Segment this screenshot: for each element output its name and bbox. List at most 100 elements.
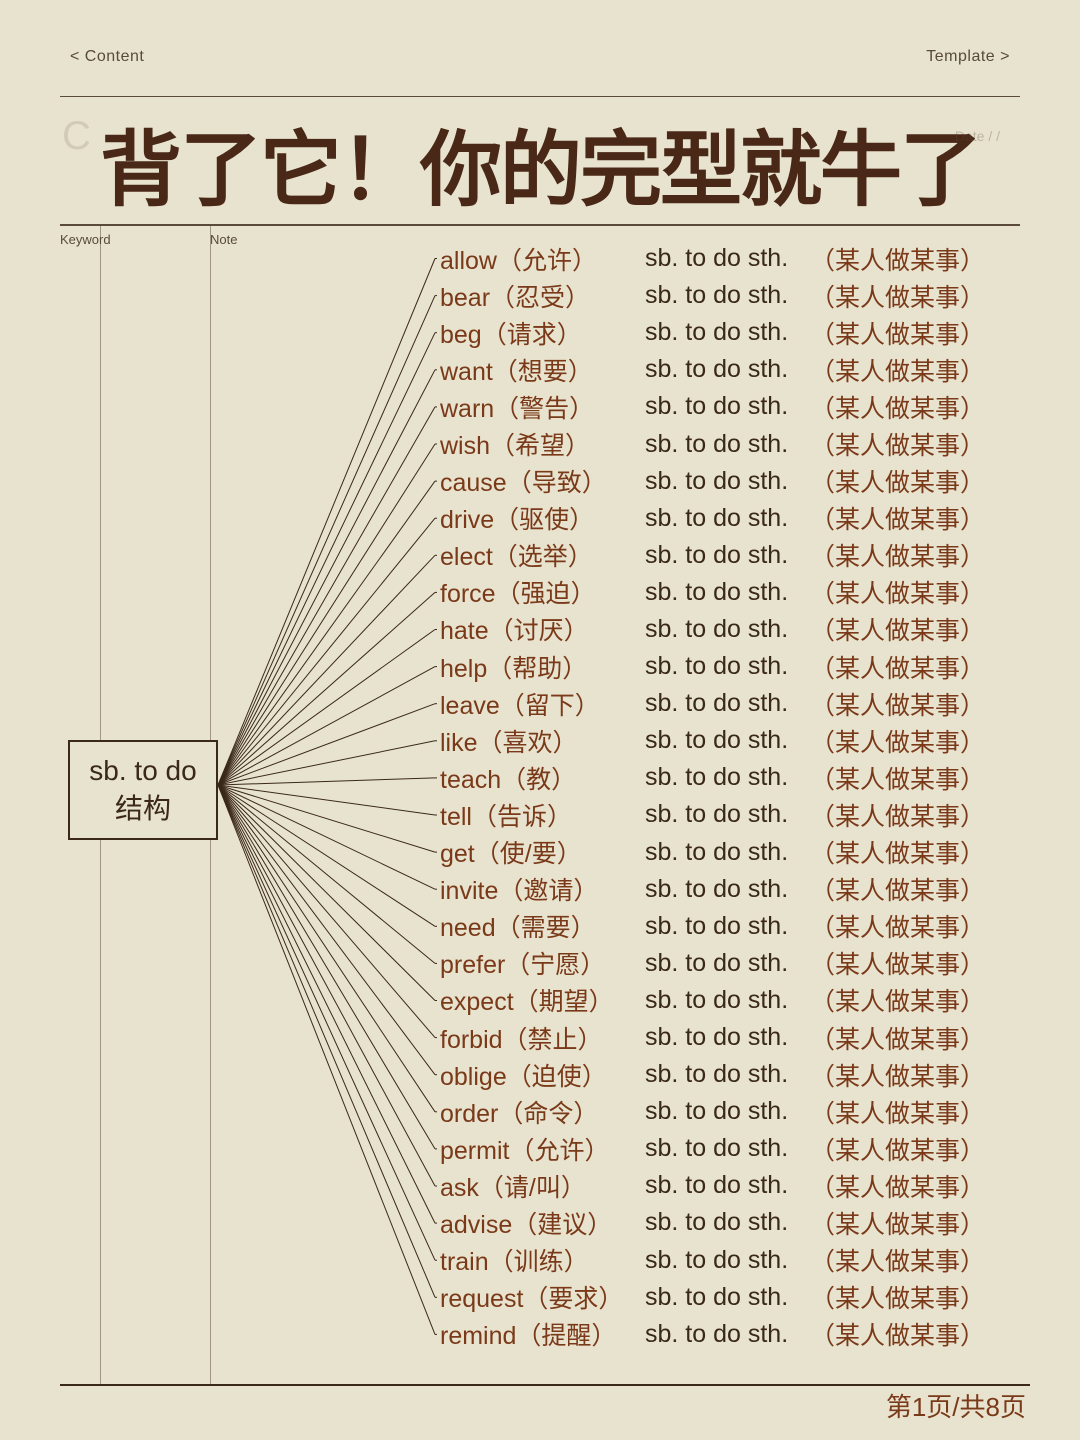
pattern-cell: sb. to do sth. [645, 430, 810, 459]
verb-cell: need（需要） [440, 908, 645, 944]
pattern-cell: sb. to do sth. [645, 800, 810, 829]
pattern-cell: sb. to do sth. [645, 615, 810, 644]
meaning-cell: （某人做某事） [810, 1279, 985, 1315]
verb-row: force（强迫）sb. to do sth.（某人做某事） [440, 574, 1040, 611]
pattern-cell: sb. to do sth. [645, 726, 810, 755]
meaning-cell: （某人做某事） [810, 723, 985, 759]
meaning-cell: （某人做某事） [810, 611, 985, 647]
pattern-cell: sb. to do sth. [645, 1320, 810, 1349]
pattern-cell: sb. to do sth. [645, 1246, 810, 1275]
verb-cell: help（帮助） [440, 649, 645, 685]
meaning-cell: （某人做某事） [810, 871, 985, 907]
nav-template-link[interactable]: Template > [926, 48, 1010, 66]
verb-cell: beg（请求） [440, 315, 645, 351]
root-node: sb. to do 结构 [68, 740, 218, 840]
page-title: 背了它！你的完型就牛了 [0, 97, 1080, 224]
verb-row: expect（期望）sb. to do sth.（某人做某事） [440, 982, 1040, 1019]
meaning-cell: （某人做某事） [810, 649, 985, 685]
meaning-cell: （某人做某事） [810, 797, 985, 833]
pattern-cell: sb. to do sth. [645, 689, 810, 718]
verb-row: request（要求）sb. to do sth.（某人做某事） [440, 1279, 1040, 1316]
meaning-cell: （某人做某事） [810, 982, 985, 1018]
pattern-cell: sb. to do sth. [645, 504, 810, 533]
verb-row: leave（留下）sb. to do sth.（某人做某事） [440, 685, 1040, 722]
meaning-cell: （某人做某事） [810, 760, 985, 796]
pattern-cell: sb. to do sth. [645, 1283, 810, 1312]
pattern-cell: sb. to do sth. [645, 578, 810, 607]
verb-row: elect（选举）sb. to do sth.（某人做某事） [440, 537, 1040, 574]
meaning-cell: （某人做某事） [810, 537, 985, 573]
pattern-cell: sb. to do sth. [645, 652, 810, 681]
meaning-cell: （某人做某事） [810, 834, 985, 870]
meaning-cell: （某人做某事） [810, 908, 985, 944]
verb-row: forbid（禁止）sb. to do sth.（某人做某事） [440, 1019, 1040, 1056]
meaning-cell: （某人做某事） [810, 315, 985, 351]
verb-cell: wish（希望） [440, 426, 645, 462]
meaning-cell: （某人做某事） [810, 426, 985, 462]
divider-footer [60, 1384, 1030, 1386]
meaning-cell: （某人做某事） [810, 500, 985, 536]
verb-row: need（需要）sb. to do sth.（某人做某事） [440, 908, 1040, 945]
pattern-cell: sb. to do sth. [645, 355, 810, 384]
verb-row: teach（教）sb. to do sth.（某人做某事） [440, 759, 1040, 796]
faint-chapter-mark: C [62, 114, 91, 159]
pattern-cell: sb. to do sth. [645, 1171, 810, 1200]
verb-row: order（命令）sb. to do sth.（某人做某事） [440, 1093, 1040, 1130]
verb-row: warn（警告）sb. to do sth.（某人做某事） [440, 388, 1040, 425]
verb-cell: remind（提醒） [440, 1316, 645, 1352]
pattern-cell: sb. to do sth. [645, 392, 810, 421]
verb-row: ask（请/叫）sb. to do sth.（某人做某事） [440, 1167, 1040, 1204]
verb-cell: tell（告诉） [440, 797, 645, 833]
verb-cell: cause（导致） [440, 463, 645, 499]
verb-cell: request（要求） [440, 1279, 645, 1315]
verb-row: advise（建议）sb. to do sth.（某人做某事） [440, 1204, 1040, 1241]
verb-row: beg（请求）sb. to do sth.（某人做某事） [440, 314, 1040, 351]
verb-row: train（训练）sb. to do sth.（某人做某事） [440, 1242, 1040, 1279]
pattern-cell: sb. to do sth. [645, 1134, 810, 1163]
meaning-cell: （某人做某事） [810, 945, 985, 981]
verb-cell: oblige（迫使） [440, 1057, 645, 1093]
pattern-cell: sb. to do sth. [645, 763, 810, 792]
pattern-cell: sb. to do sth. [645, 838, 810, 867]
pattern-cell: sb. to do sth. [645, 244, 810, 273]
verb-cell: ask（请/叫） [440, 1168, 645, 1204]
pattern-cell: sb. to do sth. [645, 541, 810, 570]
meaning-cell: （某人做某事） [810, 352, 985, 388]
verb-row: remind（提醒）sb. to do sth.（某人做某事） [440, 1316, 1040, 1353]
verb-cell: permit（允许） [440, 1131, 645, 1167]
meaning-cell: （某人做某事） [810, 463, 985, 499]
verb-cell: forbid（禁止） [440, 1020, 645, 1056]
pattern-cell: sb. to do sth. [645, 986, 810, 1015]
page-indicator: 第1页/共8页 [886, 1387, 1026, 1424]
verb-row: wish（希望）sb. to do sth.（某人做某事） [440, 425, 1040, 462]
pattern-cell: sb. to do sth. [645, 467, 810, 496]
verb-list: allow（允许）sb. to do sth.（某人做某事）bear（忍受）sb… [440, 240, 1040, 1353]
verb-row: hate（讨厌）sb. to do sth.（某人做某事） [440, 611, 1040, 648]
meaning-cell: （某人做某事） [810, 389, 985, 425]
pattern-cell: sb. to do sth. [645, 912, 810, 941]
verb-cell: warn（警告） [440, 389, 645, 425]
meaning-cell: （某人做某事） [810, 1242, 985, 1278]
verb-row: invite（邀请）sb. to do sth.（某人做某事） [440, 871, 1040, 908]
verb-cell: force（强迫） [440, 574, 645, 610]
meaning-cell: （某人做某事） [810, 1131, 985, 1167]
meaning-cell: （某人做某事） [810, 1316, 985, 1352]
mindmap-container: sb. to do 结构 allow（允许）sb. to do sth.（某人做… [0, 240, 1080, 1380]
verb-cell: hate（讨厌） [440, 611, 645, 647]
meaning-cell: （某人做某事） [810, 574, 985, 610]
verb-row: want（想要）sb. to do sth.（某人做某事） [440, 351, 1040, 388]
pattern-cell: sb. to do sth. [645, 1023, 810, 1052]
verb-cell: like（喜欢） [440, 723, 645, 759]
verb-row: get（使/要）sb. to do sth.（某人做某事） [440, 834, 1040, 871]
page-header: < Content Template > [0, 0, 1080, 66]
meaning-cell: （某人做某事） [810, 1205, 985, 1241]
root-line1: sb. to do [74, 752, 212, 790]
nav-content-link[interactable]: < Content [70, 48, 144, 66]
meaning-cell: （某人做某事） [810, 1020, 985, 1056]
verb-cell: elect（选举） [440, 537, 645, 573]
pattern-cell: sb. to do sth. [645, 1208, 810, 1237]
verb-cell: order（命令） [440, 1094, 645, 1130]
verb-row: cause（导致）sb. to do sth.（某人做某事） [440, 463, 1040, 500]
meaning-cell: （某人做某事） [810, 278, 985, 314]
verb-row: bear（忍受）sb. to do sth.（某人做某事） [440, 277, 1040, 314]
